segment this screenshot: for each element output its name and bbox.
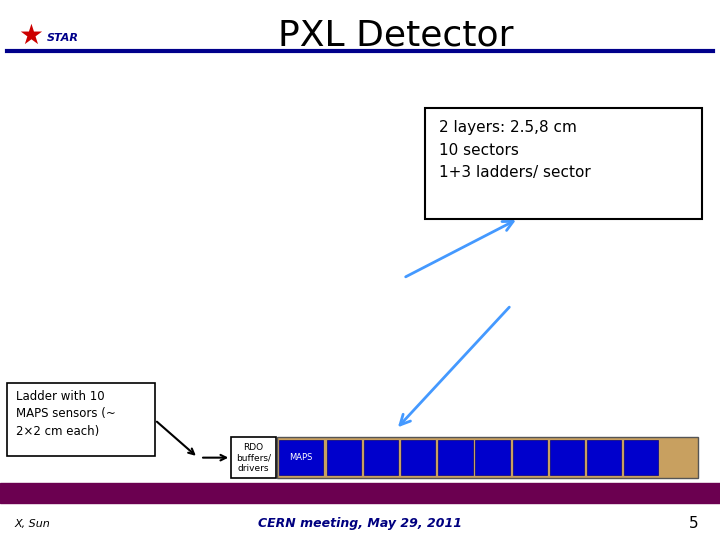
Text: CERN meeting, May 29, 2011: CERN meeting, May 29, 2011 xyxy=(258,517,462,530)
Bar xyxy=(0,483,720,503)
Text: RDO
buffers/
drivers: RDO buffers/ drivers xyxy=(236,443,271,472)
Bar xyxy=(624,440,658,475)
Bar xyxy=(327,440,361,475)
Text: 2 layers: 2.5,8 cm
10 sectors
1+3 ladders/ sector: 2 layers: 2.5,8 cm 10 sectors 1+3 ladder… xyxy=(439,120,591,180)
Text: Ladder with 10
MAPS sensors (~
2×2 cm each): Ladder with 10 MAPS sensors (~ 2×2 cm ea… xyxy=(16,390,116,438)
Text: PXL Detector: PXL Detector xyxy=(278,18,514,52)
Bar xyxy=(401,440,436,475)
FancyBboxPatch shape xyxy=(425,108,702,219)
Bar xyxy=(364,440,398,475)
Text: MAPS: MAPS xyxy=(289,453,312,462)
Bar xyxy=(438,440,472,475)
Text: STAR: STAR xyxy=(47,33,78,43)
Bar xyxy=(7,383,155,456)
Bar xyxy=(231,437,276,478)
Bar xyxy=(277,437,698,478)
Text: 5: 5 xyxy=(689,516,698,531)
Bar xyxy=(475,440,510,475)
Bar xyxy=(550,440,584,475)
Bar xyxy=(513,440,547,475)
Bar xyxy=(279,440,323,475)
Text: ★: ★ xyxy=(18,22,43,50)
Bar xyxy=(587,440,621,475)
Text: X, Sun: X, Sun xyxy=(14,519,50,529)
